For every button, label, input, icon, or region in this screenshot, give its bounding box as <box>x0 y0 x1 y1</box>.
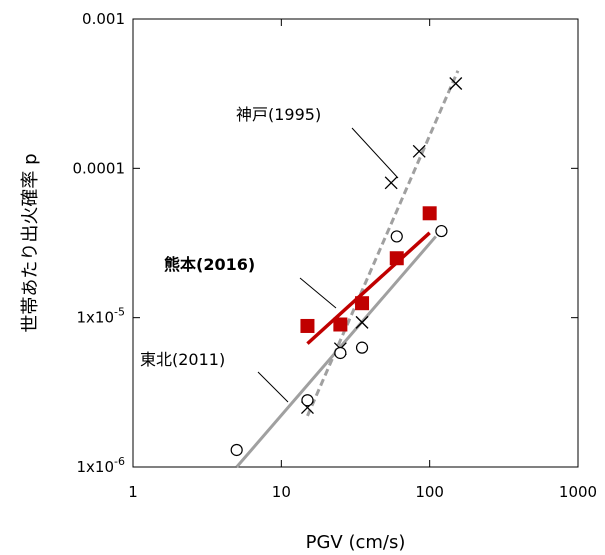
leader-line <box>299 277 337 309</box>
annotations: 神戸(1995) 熊本(2016) 東北(2011) <box>140 105 321 369</box>
x-tick-label: 1 <box>128 483 138 501</box>
x-marker <box>449 77 463 90</box>
y-axis-label: 世帯あたり出火確率 p <box>20 153 41 332</box>
y-tick-label: 0.0001 <box>73 159 126 177</box>
circle-marker <box>355 341 369 354</box>
x-marker <box>355 315 369 329</box>
x-axis-label: PGV (cm/s) <box>306 532 406 553</box>
x-marker <box>384 176 398 190</box>
fit-line <box>306 70 460 417</box>
x-tick-label: 10 <box>272 483 291 501</box>
leader-line <box>257 371 289 403</box>
leader-line <box>351 127 399 179</box>
plot-frame <box>132 18 579 468</box>
fit-line <box>306 231 431 345</box>
annotation-leaders <box>257 127 399 403</box>
x-tick-label: 1000 <box>559 483 597 501</box>
annotation-label: 東北(2011) <box>140 350 225 369</box>
circle-marker <box>301 394 314 407</box>
square-marker <box>300 318 315 333</box>
y-tick-label: 0.001 <box>82 10 125 28</box>
y-tick-label: 1x10-5 <box>77 306 125 327</box>
square-marker <box>422 206 437 221</box>
circle-marker <box>390 230 403 243</box>
fit-lines <box>235 70 460 468</box>
square-marker <box>389 251 404 266</box>
y-tick-label: 1x10-6 <box>77 455 125 476</box>
axis-ticks: 1 10 100 1000 1x10-6 1x10-5 0.0001 0.001 <box>73 10 598 501</box>
annotation-label: 神戸(1995) <box>236 105 321 124</box>
annotation-label: 熊本(2016) <box>164 255 255 274</box>
circle-marker <box>230 443 243 457</box>
data-markers <box>230 77 463 457</box>
circle-marker <box>435 224 448 238</box>
square-marker <box>333 317 348 332</box>
square-marker <box>355 296 370 311</box>
x-marker <box>412 144 426 158</box>
circle-marker <box>334 346 347 360</box>
x-tick-label: 100 <box>415 483 444 501</box>
